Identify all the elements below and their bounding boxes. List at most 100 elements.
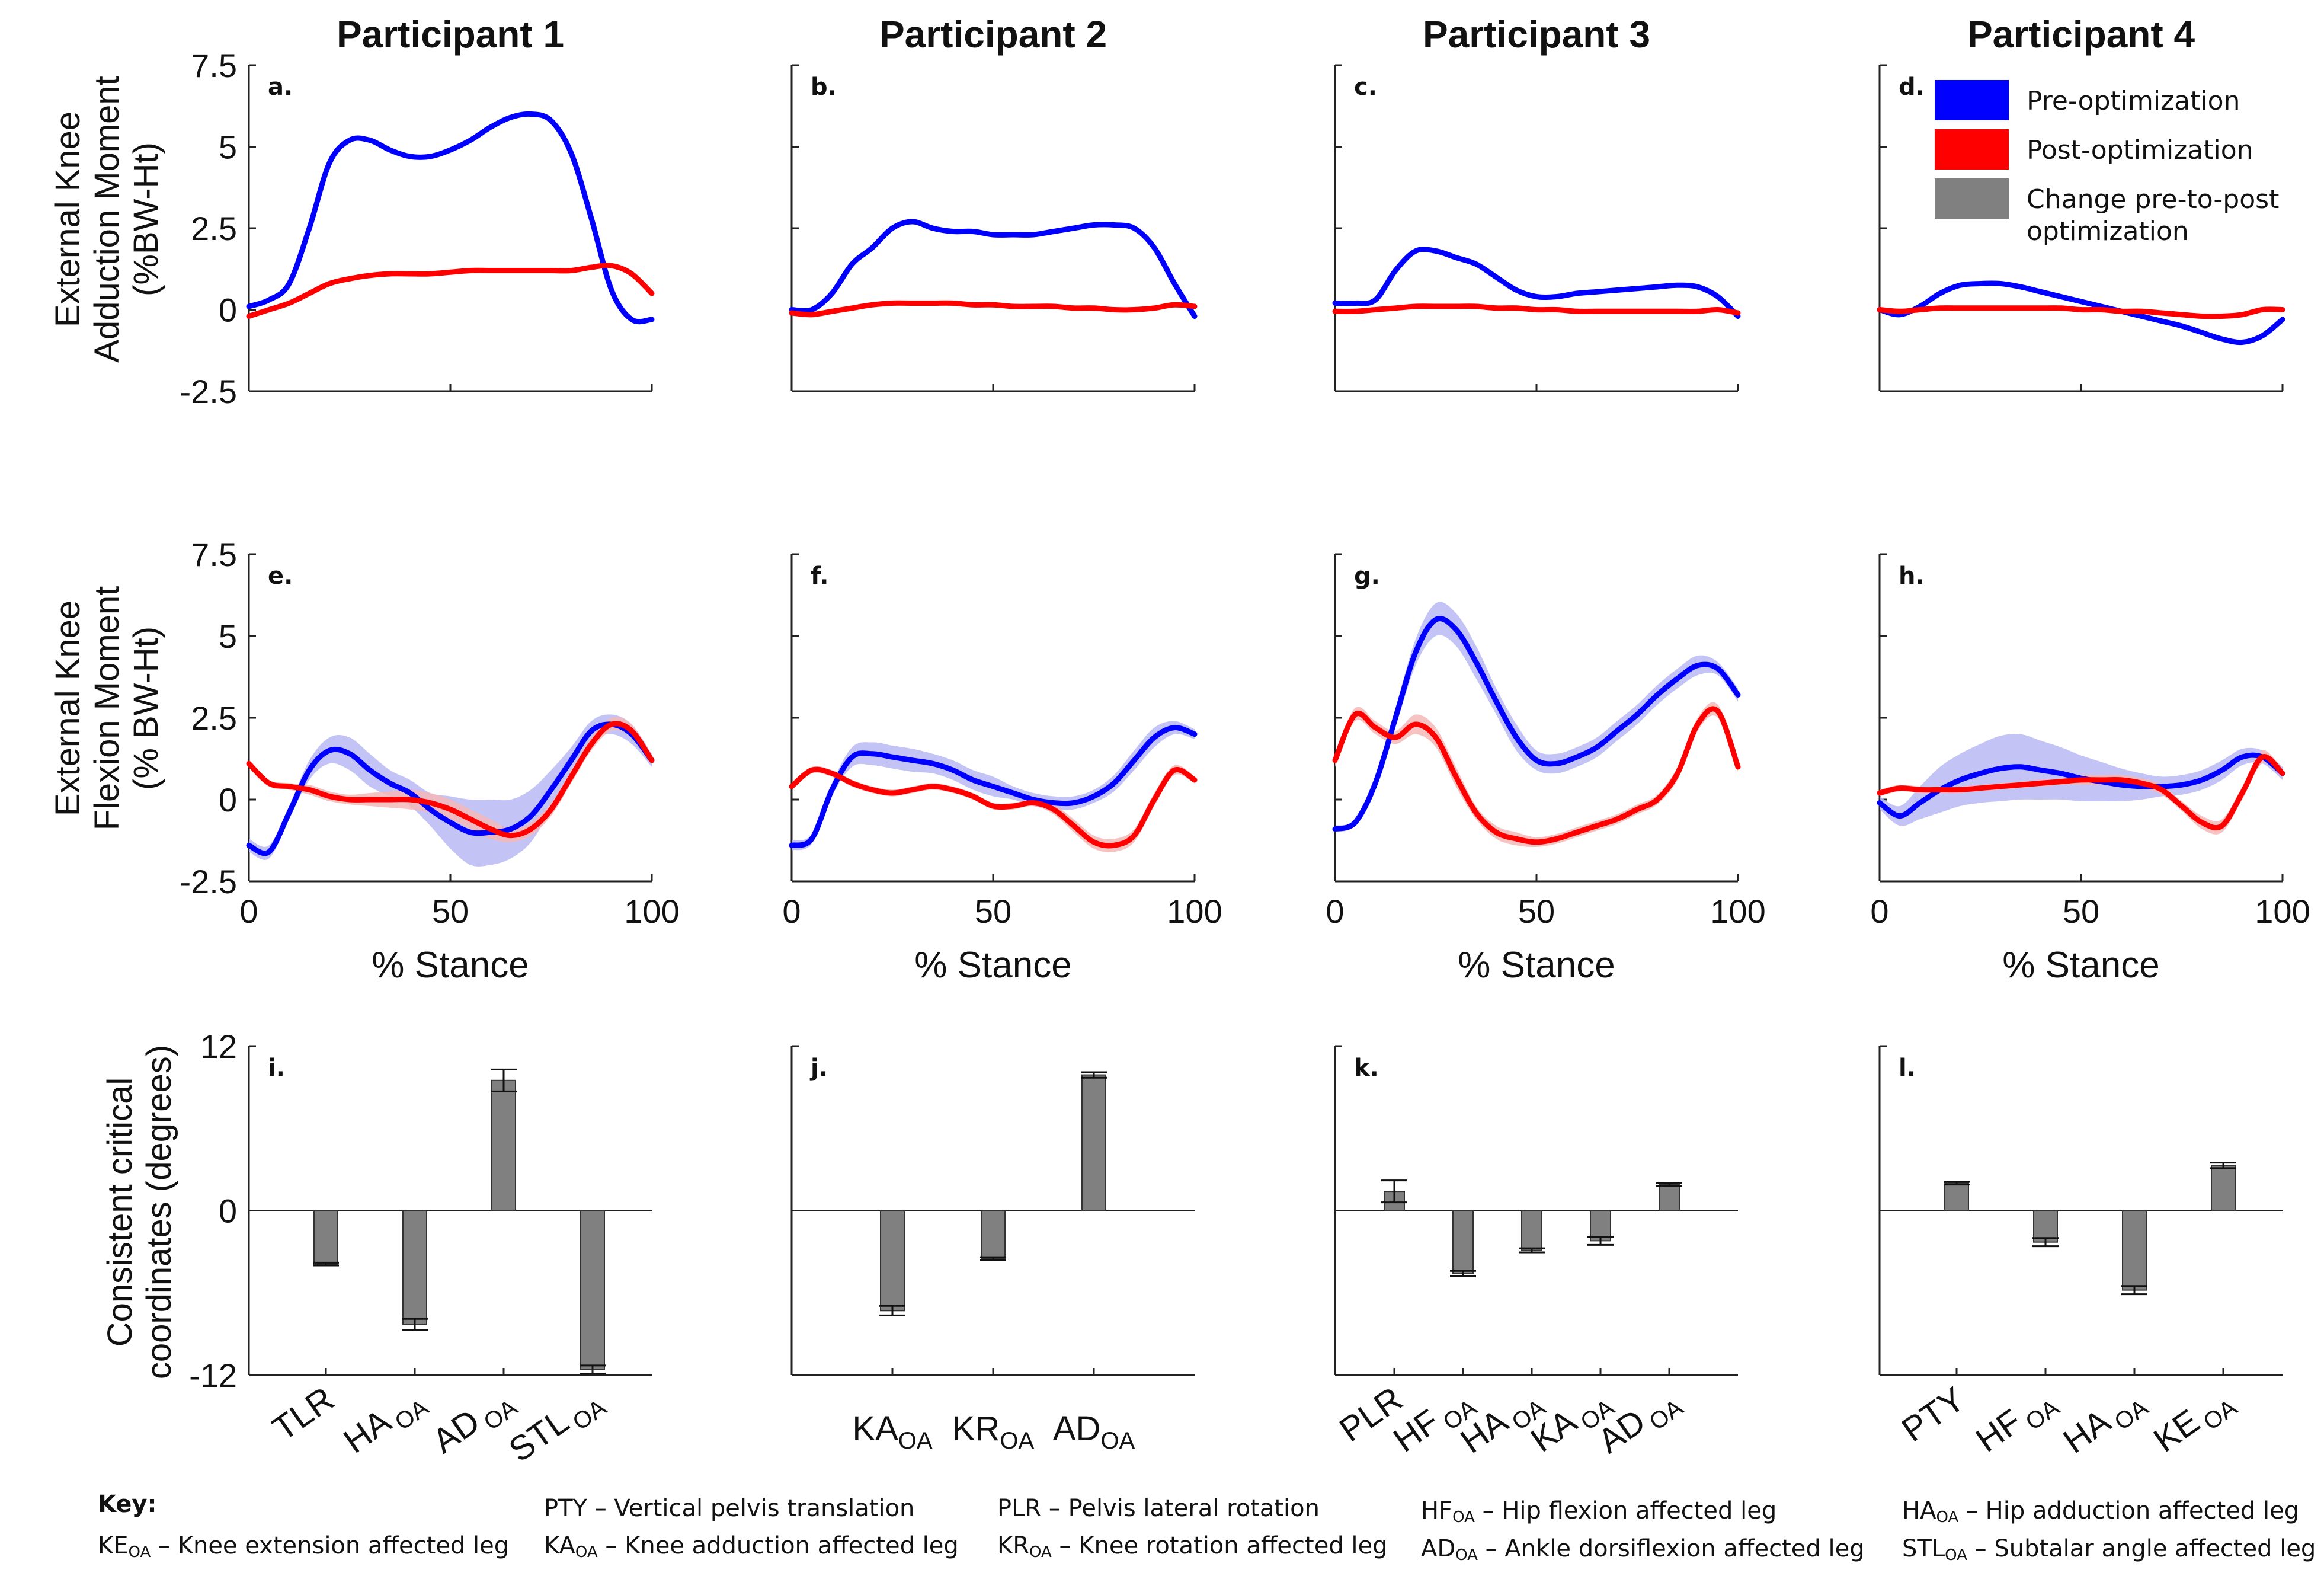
panel-f: f. 0 50 100 % Stance [782, 553, 1222, 986]
legend-label-pre: Pre-optimization [2027, 86, 2240, 116]
bar [1590, 1210, 1611, 1242]
bar [1659, 1184, 1680, 1211]
x-tick-label: TLR [265, 1379, 341, 1448]
bar [1081, 1074, 1106, 1211]
key-title: Key: [98, 1491, 157, 1518]
panel-e: e.-2.502.557.50 50 100% Stance [180, 536, 680, 986]
x-tick-label-text: ADOA [1591, 1379, 1688, 1466]
x-tick-label: ADOA [425, 1379, 522, 1466]
y-tick-label: 0 [219, 1193, 237, 1230]
x-tick-label: STLOA [502, 1379, 611, 1474]
y-tick-label: 0 [219, 781, 237, 819]
key-entry-kr: KROA – Knee rotation affected leg [997, 1532, 1388, 1561]
legend-swatch-pre [1935, 80, 2009, 120]
row-label-line: Adduction Moment [88, 76, 126, 363]
y-tick-label: 0 [219, 292, 237, 329]
bar [981, 1210, 1006, 1259]
panel-label: l. [1899, 1054, 1916, 1082]
y-tick-label: -12 [189, 1357, 237, 1394]
column-title: Participant 4 [1967, 13, 2195, 56]
bar [2211, 1165, 2236, 1211]
x-axis-label: % Stance [372, 945, 529, 986]
bar [2122, 1210, 2147, 1291]
bar [491, 1079, 516, 1211]
x-tick-label: 100 [1167, 893, 1222, 930]
x-tick-label: 100 [1710, 893, 1765, 930]
key-entry-ka: KAOA – Knee adduction affected leg [544, 1532, 959, 1561]
panel-label: c. [1354, 73, 1377, 101]
pre-optimization-line [1332, 247, 1741, 319]
x-tick-label-text: ADOA [425, 1379, 522, 1466]
panel-label: k. [1354, 1054, 1379, 1082]
x-tick-label: KAOA [852, 1409, 932, 1454]
post-optimization-line [1877, 305, 2285, 319]
column-title: Participant 1 [337, 13, 564, 56]
legend-swatch-post [1935, 129, 2009, 170]
row-label-line: External Knee [49, 111, 87, 327]
panel-d: d. [1877, 64, 2285, 392]
post-optimization-line [246, 263, 655, 319]
x-tick-label-text: HAOA [2056, 1379, 2153, 1466]
x-tick-label: 50 [975, 893, 1011, 930]
x-tick-label: KROA [952, 1409, 1035, 1454]
x-tick-label: HAOA [2056, 1379, 2153, 1466]
post-optimization-line [1332, 706, 1741, 845]
y-tick-label: 2.5 [191, 699, 237, 737]
y-tick-label: 2.5 [191, 210, 237, 247]
row-label-line: (%BW-Ht) [127, 142, 165, 296]
x-tick-label: 0 [1870, 893, 1888, 930]
key-entry-ad: ADOA – Ankle dorsiflexion affected leg [1421, 1535, 1865, 1564]
post-optimization-line [789, 766, 1198, 849]
y-tick-label: -2.5 [180, 373, 238, 410]
key-entry-hf: HFOA – Hip flexion affected leg [1421, 1497, 1777, 1526]
x-tick-label-text: PTY [1895, 1379, 1972, 1449]
bar [580, 1210, 605, 1370]
panel-label: b. [811, 73, 837, 101]
panel-label: d. [1899, 73, 1925, 101]
x-tick-label: 50 [1518, 893, 1555, 930]
x-tick-label: 0 [239, 893, 258, 930]
x-axis-label: % Stance [2002, 945, 2159, 986]
y-tick-label: 7.5 [191, 536, 237, 573]
panel-label: h. [1899, 562, 1925, 590]
panel-j: j. KAOA KROA ADOA [790, 1045, 1195, 1454]
x-tick-label-text: HAOA [337, 1379, 433, 1466]
row-label-line: (% BW-Ht) [127, 626, 165, 790]
x-tick-label-text: KEOA [2147, 1379, 2242, 1465]
bar [402, 1210, 427, 1325]
y-tick-label: 5 [219, 618, 237, 655]
column-title: Participant 2 [879, 13, 1107, 56]
x-tick-label: HAOA [337, 1379, 433, 1466]
pre-optimization-line [246, 111, 655, 325]
post-optimization-line [1332, 303, 1741, 316]
x-tick-label: HFOA [1969, 1395, 2064, 1460]
post-optimization-line [789, 300, 1198, 318]
key-entry-ha: HAOA – Hip adduction affected leg [1902, 1497, 2300, 1526]
y-tick-label: 7.5 [191, 47, 237, 84]
key-entry-pty: PTY – Vertical pelvis translation [544, 1495, 915, 1522]
panel-label: g. [1354, 562, 1380, 590]
panel-label: i. [268, 1054, 285, 1082]
row-label-line: Flexion Moment [88, 586, 126, 831]
x-tick-label: PTY [1895, 1379, 1972, 1449]
column-title: Participant 3 [1423, 13, 1650, 56]
pre-optimization-line [1877, 280, 2285, 346]
ylabel-coords: Consistent critical coordinates (degrees) [101, 1045, 178, 1379]
panel-label: a. [268, 73, 293, 101]
panel-c: c. [1332, 64, 1741, 392]
ylabel-adduction: External Knee Adduction Moment (%BW-Ht) [49, 76, 165, 363]
key-entry-ke: KEOA – Knee extension affected leg [98, 1532, 510, 1561]
panel-b: b. [789, 64, 1198, 392]
legend-label-change-2: optimization [2027, 216, 2189, 247]
x-tick-label-text: STLOA [502, 1379, 611, 1474]
legend-label-change: Change pre-to-post [2027, 184, 2279, 215]
panel-h: h. 0 50 100 % Stance [1870, 553, 2310, 986]
bar [1521, 1210, 1542, 1251]
bar [1944, 1182, 1969, 1211]
x-tick-label: 100 [624, 893, 679, 930]
key-entry-plr: PLR – Pelvis lateral rotation [997, 1495, 1320, 1522]
panel-label: j. [809, 1054, 828, 1082]
pre-optimization-line [1332, 616, 1741, 832]
